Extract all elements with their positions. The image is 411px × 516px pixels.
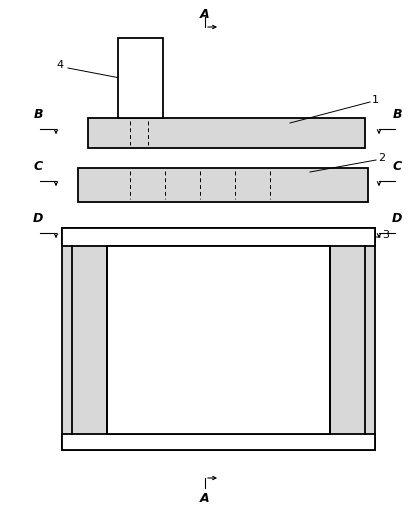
Text: A: A bbox=[200, 8, 210, 21]
Bar bbox=[62, 434, 375, 450]
Bar bbox=[88, 118, 365, 148]
Bar bbox=[62, 228, 375, 450]
Text: A: A bbox=[200, 492, 210, 505]
Text: C: C bbox=[33, 160, 43, 173]
Text: B: B bbox=[392, 108, 402, 121]
Bar bbox=[78, 168, 368, 202]
Text: B: B bbox=[33, 108, 43, 121]
Text: D: D bbox=[33, 212, 43, 225]
Bar bbox=[62, 228, 375, 246]
Text: 1: 1 bbox=[372, 95, 379, 105]
Text: 3: 3 bbox=[382, 230, 389, 240]
Text: D: D bbox=[392, 212, 402, 225]
Bar bbox=[118, 38, 163, 118]
Bar bbox=[107, 246, 330, 434]
Text: 4: 4 bbox=[56, 60, 64, 70]
Text: 2: 2 bbox=[378, 153, 385, 163]
Text: C: C bbox=[393, 160, 402, 173]
